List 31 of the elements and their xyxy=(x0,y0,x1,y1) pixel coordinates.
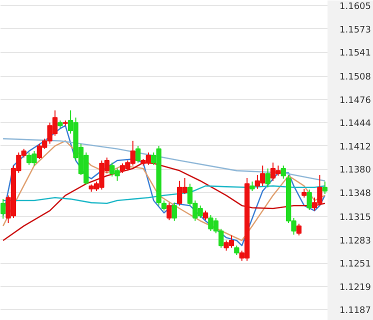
y-tick-label: 1.1283 xyxy=(340,236,371,246)
line-series xyxy=(2,138,326,182)
candlestick xyxy=(296,223,302,236)
candlestick xyxy=(280,165,286,180)
line-series xyxy=(2,124,326,246)
candlestick xyxy=(265,168,270,188)
y-tick-label: 1.1187 xyxy=(340,306,371,316)
y-tick-label: 1.1219 xyxy=(340,282,372,293)
y-tick-label: 1.1508 xyxy=(340,72,372,83)
y-tick-label: 1.1380 xyxy=(340,166,372,176)
y-tick-label: 1.1444 xyxy=(340,119,372,130)
y-tick-label: 1.1573 xyxy=(340,25,371,36)
y-tick-label: 1.1315 xyxy=(340,213,371,223)
y-tick-label: 1.1412 xyxy=(340,142,371,152)
y-tick-label: 1.1605 xyxy=(340,2,371,12)
candlestick xyxy=(135,145,141,164)
candlestick xyxy=(250,181,255,192)
candlestick xyxy=(172,202,177,222)
candlestick xyxy=(306,189,312,210)
y-tick-label: 1.1348 xyxy=(340,189,372,199)
candlestick xyxy=(161,200,167,212)
line-series xyxy=(2,140,326,242)
candlestick xyxy=(202,210,208,221)
y-tick-label: 1.1541 xyxy=(340,48,371,59)
y-tick-label: 1.1251 xyxy=(340,260,371,270)
candlestick xyxy=(0,198,6,220)
line-series xyxy=(2,185,326,204)
candlestick xyxy=(322,181,328,194)
candlestick xyxy=(234,245,240,256)
candlestick xyxy=(166,202,172,221)
y-tick-label: 1.1476 xyxy=(340,96,372,106)
